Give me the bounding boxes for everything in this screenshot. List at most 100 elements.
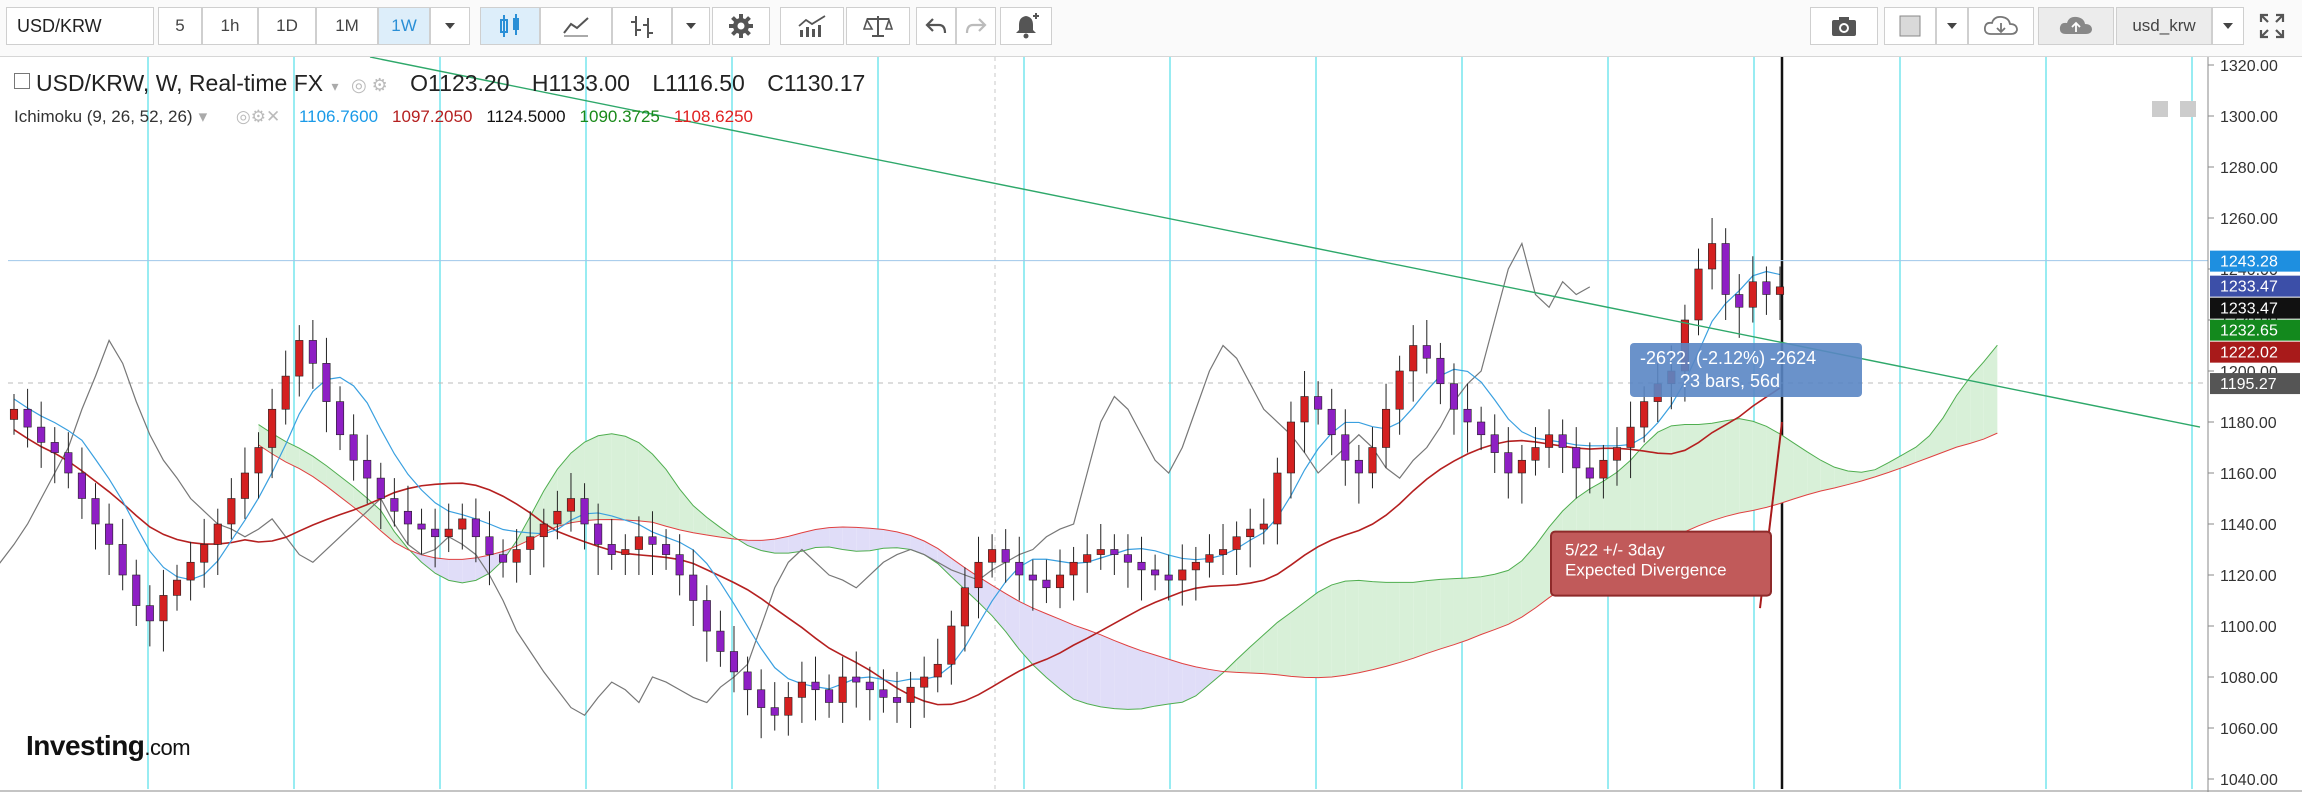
compare-button[interactable] xyxy=(846,7,910,45)
chevron-down-icon xyxy=(2223,23,2233,29)
legend-dropdown-icon[interactable]: ▾ xyxy=(331,78,339,94)
area-chart-button[interactable] xyxy=(540,7,612,45)
candle-body xyxy=(1205,554,1214,563)
candle-body xyxy=(1449,383,1459,410)
cloud-segment xyxy=(1263,622,1278,675)
price-tag-0 xyxy=(2210,250,2300,272)
cloud-segment xyxy=(475,555,490,581)
candle-body xyxy=(390,498,399,512)
load-button[interactable] xyxy=(1968,7,2034,45)
candle-body xyxy=(240,472,249,499)
interval-dropdown[interactable] xyxy=(430,7,470,45)
chevron-down-icon xyxy=(686,23,696,29)
symbol-input[interactable]: USD/KRW xyxy=(6,7,154,45)
fullscreen-button[interactable] xyxy=(2250,7,2294,45)
axis-tick-label: 1260.00 xyxy=(2220,211,2278,228)
cloud-segment xyxy=(1766,426,1780,508)
cloud-segment xyxy=(1888,454,1903,473)
cloud-segment xyxy=(788,532,802,554)
candles-button[interactable] xyxy=(480,7,540,45)
collapse-icon[interactable] xyxy=(14,73,30,89)
interval-1w[interactable]: 1W xyxy=(378,7,430,45)
candle-body xyxy=(852,676,861,683)
candle-body xyxy=(200,544,209,563)
cloud-segment xyxy=(448,559,463,583)
cloud-segment xyxy=(1793,442,1808,500)
chart-type-dropdown[interactable] xyxy=(672,7,710,45)
price-tag-label-1: 1233.47 xyxy=(2220,279,2278,296)
legend-title: USD/KRW, W, Real-time FX xyxy=(36,70,324,96)
candle-body xyxy=(132,574,141,606)
undo-button[interactable] xyxy=(916,7,956,45)
cloud-segment xyxy=(1943,395,1957,453)
indicators-icon xyxy=(798,15,826,37)
candle-body xyxy=(1382,408,1391,448)
price-tag-2 xyxy=(2210,297,2300,319)
layout-dropdown[interactable] xyxy=(2212,7,2244,45)
indicators-button[interactable] xyxy=(780,7,844,45)
candle-body xyxy=(1151,569,1160,576)
settings-button[interactable] xyxy=(712,7,770,45)
redo-button[interactable] xyxy=(956,7,996,45)
candle-body xyxy=(879,689,888,698)
candle-body xyxy=(1585,467,1594,479)
candle-body xyxy=(403,510,412,525)
candle-body xyxy=(689,574,698,601)
cloud-segment xyxy=(1046,613,1061,689)
screenshot-button[interactable] xyxy=(1810,7,1878,45)
candle-body xyxy=(268,408,277,448)
cloud-segment xyxy=(1277,612,1291,677)
color-dropdown[interactable] xyxy=(1936,7,1968,45)
cloud-segment xyxy=(1331,581,1346,677)
user-layout-name[interactable]: usd_krw xyxy=(2116,7,2212,45)
indicator-value-0: 1106.7600 xyxy=(298,107,379,126)
cloud-segment xyxy=(842,527,857,552)
cloud-segment xyxy=(1141,650,1156,709)
cloud-segment xyxy=(1861,469,1876,481)
cloud-segment xyxy=(1386,582,1400,667)
indicator-value-2: 1124.5000 xyxy=(486,107,566,126)
candle-body xyxy=(1232,536,1241,550)
candle-body xyxy=(634,536,643,550)
bars-button[interactable] xyxy=(612,7,672,45)
interval-1h[interactable]: 1h xyxy=(202,7,258,45)
cloud-segment xyxy=(1698,423,1713,526)
ichimoku-chart[interactable]: -26?2. (-2.12%) -2624 ?3 bars, 56d 5/22 +/… xyxy=(0,56,2302,792)
legend-settings-icon[interactable]: ◎ ⚙ xyxy=(350,75,388,95)
cloud-segment xyxy=(326,465,341,497)
candle-body xyxy=(1558,434,1567,448)
axis-tick-label: 1040.00 xyxy=(2220,772,2278,789)
candle-body xyxy=(1001,549,1010,563)
cloud-segment xyxy=(1399,582,1414,663)
cloud-segment xyxy=(747,540,762,551)
cloud-segment xyxy=(367,498,381,531)
indicator-controls-icon[interactable]: ◎⚙✕ xyxy=(235,107,281,126)
interval-1d[interactable]: 1D xyxy=(258,7,316,45)
candle-body xyxy=(118,544,127,576)
candle-body xyxy=(1218,549,1228,555)
candle-body xyxy=(499,554,508,563)
interval-1m[interactable]: 1M xyxy=(316,7,378,45)
cloud-segment xyxy=(679,489,694,533)
camera-icon xyxy=(1832,17,1856,36)
indicator-dropdown-icon[interactable]: ▾ xyxy=(198,107,208,126)
cloud-segment xyxy=(801,529,816,552)
cloud-segment xyxy=(638,442,653,523)
candle-body xyxy=(539,523,548,538)
cloud-segment xyxy=(937,548,952,577)
indicator-legend: Ichimoku (9, 26, 52, 26) ▾ ◎⚙✕ 1106.7600 1… xyxy=(14,107,781,127)
cloud-segment xyxy=(1345,580,1359,676)
candle-body xyxy=(1137,561,1146,571)
interval-5[interactable]: 5 xyxy=(158,7,202,45)
save-button[interactable] xyxy=(2038,7,2114,45)
candle-body xyxy=(145,605,154,622)
cloud-segment xyxy=(910,535,925,555)
chart-area[interactable]: -26?2. (-2.12%) -2624 ?3 bars, 56d 5/22 +/… xyxy=(0,56,2302,792)
cloud-segment xyxy=(1100,634,1115,709)
color-button[interactable] xyxy=(1884,7,1936,45)
alert-button[interactable] xyxy=(1000,7,1052,45)
cloud-segment xyxy=(1290,602,1305,678)
logo-suffix: .com xyxy=(144,735,191,760)
candle-body xyxy=(947,625,956,665)
candle-body xyxy=(485,536,494,555)
